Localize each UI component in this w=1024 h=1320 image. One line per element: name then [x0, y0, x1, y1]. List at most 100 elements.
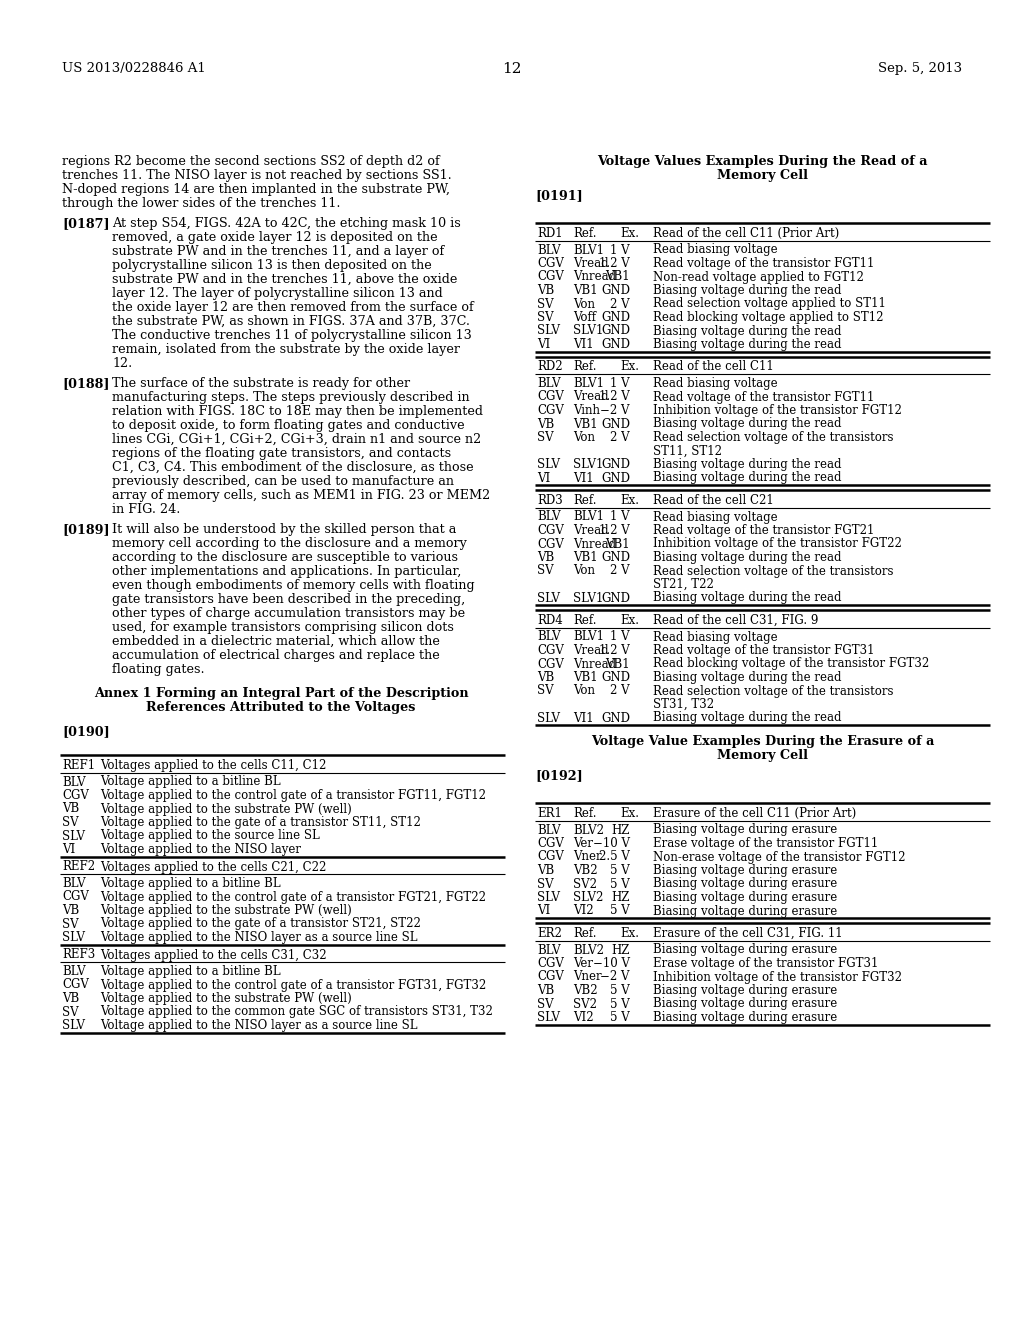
Text: regions of the floating gate transistors, and contacts: regions of the floating gate transistors…	[112, 447, 452, 459]
Text: REF3: REF3	[62, 949, 95, 961]
Text: Biasing voltage during erasure: Biasing voltage during erasure	[653, 998, 838, 1011]
Text: Read biasing voltage: Read biasing voltage	[653, 631, 777, 644]
Text: 2 V: 2 V	[610, 685, 630, 697]
Text: VB1: VB1	[573, 284, 598, 297]
Text: Voltages applied to the cells C31, C32: Voltages applied to the cells C31, C32	[100, 949, 327, 961]
Text: VB1: VB1	[605, 657, 630, 671]
Text: Voltage applied to the NISO layer as a source line SL: Voltage applied to the NISO layer as a s…	[100, 931, 418, 944]
Text: CGV: CGV	[537, 957, 564, 970]
Text: SLV1: SLV1	[573, 591, 603, 605]
Text: SLV: SLV	[537, 325, 560, 338]
Text: Biasing voltage during erasure: Biasing voltage during erasure	[653, 891, 838, 904]
Text: 5 V: 5 V	[610, 865, 630, 876]
Text: SLV1: SLV1	[573, 458, 603, 471]
Text: Biasing voltage during the read: Biasing voltage during the read	[653, 671, 842, 684]
Text: [0189]: [0189]	[62, 523, 110, 536]
Text: Von: Von	[573, 432, 595, 444]
Text: GND: GND	[601, 284, 630, 297]
Text: 12.: 12.	[112, 356, 132, 370]
Text: the substrate PW, as shown in FIGS. 37A and 37B, 37C.: the substrate PW, as shown in FIGS. 37A …	[112, 315, 470, 327]
Text: VB2: VB2	[573, 983, 598, 997]
Text: remain, isolated from the substrate by the oxide layer: remain, isolated from the substrate by t…	[112, 343, 460, 356]
Text: Biasing voltage during erasure: Biasing voltage during erasure	[653, 1011, 838, 1024]
Text: BLV1: BLV1	[573, 511, 604, 524]
Text: Von: Von	[573, 685, 595, 697]
Text: VB2: VB2	[573, 865, 598, 876]
Text: Voltage Values Examples During the Read of a: Voltage Values Examples During the Read …	[597, 154, 928, 168]
Text: BLV1: BLV1	[573, 378, 604, 389]
Text: 5 V: 5 V	[610, 1011, 630, 1024]
Text: Voltage applied to a bitline BL: Voltage applied to a bitline BL	[100, 776, 281, 788]
Text: 1 V: 1 V	[610, 243, 630, 256]
Text: Voltages applied to the cells C21, C22: Voltages applied to the cells C21, C22	[100, 861, 327, 874]
Text: US 2013/0228846 A1: US 2013/0228846 A1	[62, 62, 206, 75]
Text: REF1: REF1	[62, 759, 95, 772]
Text: Ex.: Ex.	[621, 614, 640, 627]
Text: Read selection voltage of the transistors: Read selection voltage of the transistor…	[653, 432, 894, 444]
Text: gate transistors have been described in the preceding,: gate transistors have been described in …	[112, 593, 465, 606]
Text: VB: VB	[537, 284, 554, 297]
Text: VB: VB	[537, 865, 554, 876]
Text: 2 V: 2 V	[610, 432, 630, 444]
Text: −2 V: −2 V	[600, 404, 630, 417]
Text: Read biasing voltage: Read biasing voltage	[653, 511, 777, 524]
Text: CGV: CGV	[62, 891, 89, 903]
Text: BLV1: BLV1	[573, 243, 604, 256]
Text: VI2: VI2	[573, 904, 594, 917]
Text: VB: VB	[62, 904, 79, 917]
Text: Voltages applied to the cells C11, C12: Voltages applied to the cells C11, C12	[100, 759, 327, 772]
Text: VI1: VI1	[573, 711, 594, 725]
Text: according to the disclosure are susceptible to various: according to the disclosure are suscepti…	[112, 550, 458, 564]
Text: Voltage applied to the source line SL: Voltage applied to the source line SL	[100, 829, 319, 842]
Text: SLV2: SLV2	[573, 891, 603, 904]
Text: VB1: VB1	[605, 537, 630, 550]
Text: VI: VI	[537, 338, 550, 351]
Text: Biasing voltage during the read: Biasing voltage during the read	[653, 325, 842, 338]
Text: SLV1: SLV1	[573, 325, 603, 338]
Text: SV2: SV2	[573, 878, 597, 891]
Text: Biasing voltage during erasure: Biasing voltage during erasure	[653, 824, 838, 837]
Text: Vread: Vread	[573, 524, 608, 537]
Text: Ex.: Ex.	[621, 807, 640, 820]
Text: Ref.: Ref.	[573, 807, 597, 820]
Text: 5 V: 5 V	[610, 878, 630, 891]
Text: Erasure of the cell C31, FIG. 11: Erasure of the cell C31, FIG. 11	[653, 927, 843, 940]
Text: VB: VB	[62, 993, 79, 1005]
Text: Read voltage of the transistor FGT21: Read voltage of the transistor FGT21	[653, 524, 874, 537]
Text: CGV: CGV	[537, 524, 564, 537]
Text: SLV: SLV	[537, 458, 560, 471]
Text: −2 V: −2 V	[600, 970, 630, 983]
Text: Voltage applied to the gate of a transistor ST11, ST12: Voltage applied to the gate of a transis…	[100, 816, 421, 829]
Text: Read blocking voltage of the transistor FGT32: Read blocking voltage of the transistor …	[653, 657, 929, 671]
Text: CGV: CGV	[537, 271, 564, 284]
Text: BLV: BLV	[537, 243, 560, 256]
Text: Erase voltage of the transistor FGT31: Erase voltage of the transistor FGT31	[653, 957, 879, 970]
Text: 1 V: 1 V	[610, 378, 630, 389]
Text: Vread: Vread	[573, 391, 608, 404]
Text: BLV: BLV	[62, 965, 86, 978]
Text: ER2: ER2	[537, 927, 562, 940]
Text: Voltage applied to the common gate SGC of transistors ST31, T32: Voltage applied to the common gate SGC o…	[100, 1006, 493, 1019]
Text: memory cell according to the disclosure and a memory: memory cell according to the disclosure …	[112, 537, 467, 550]
Text: SV: SV	[62, 1006, 79, 1019]
Text: VI1: VI1	[573, 338, 594, 351]
Text: −10 V: −10 V	[593, 957, 630, 970]
Text: polycrystalline silicon 13 is then deposited on the: polycrystalline silicon 13 is then depos…	[112, 259, 432, 272]
Text: RD4: RD4	[537, 614, 563, 627]
Text: Von: Von	[573, 565, 595, 578]
Text: Biasing voltage during erasure: Biasing voltage during erasure	[653, 904, 838, 917]
Text: SV: SV	[537, 432, 554, 444]
Text: GND: GND	[601, 325, 630, 338]
Text: Read biasing voltage: Read biasing voltage	[653, 378, 777, 389]
Text: other types of charge accumulation transistors may be: other types of charge accumulation trans…	[112, 607, 465, 620]
Text: Vnread: Vnread	[573, 271, 616, 284]
Text: Ref.: Ref.	[573, 360, 597, 374]
Text: HZ: HZ	[611, 944, 630, 957]
Text: CGV: CGV	[537, 970, 564, 983]
Text: Biasing voltage during the read: Biasing voltage during the read	[653, 458, 842, 471]
Text: substrate PW and in the trenches 11, above the oxide: substrate PW and in the trenches 11, abo…	[112, 273, 458, 286]
Text: VB1: VB1	[573, 671, 598, 684]
Text: References Attributed to the Voltages: References Attributed to the Voltages	[146, 701, 416, 714]
Text: GND: GND	[601, 711, 630, 725]
Text: Memory Cell: Memory Cell	[717, 748, 808, 762]
